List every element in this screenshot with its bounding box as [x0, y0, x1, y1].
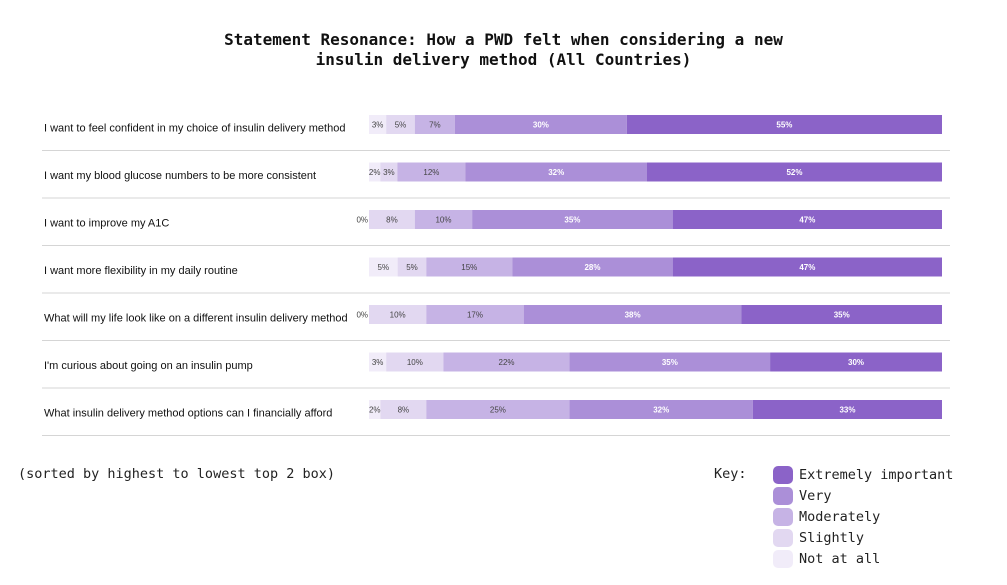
bar-moderately — [426, 305, 524, 324]
data-label: 3% — [383, 168, 395, 177]
bar-very — [465, 162, 647, 182]
bar-not-at-all — [369, 352, 387, 372]
data-label: 33% — [839, 406, 855, 415]
data-label: 47% — [799, 216, 815, 225]
bar-moderately — [397, 162, 466, 182]
bar-slightly — [386, 352, 444, 372]
data-label: 10% — [390, 311, 406, 320]
bar-very — [569, 352, 771, 372]
bar-very — [569, 400, 753, 419]
data-label: 52% — [786, 168, 802, 177]
data-label: 30% — [533, 121, 549, 130]
bar-not-at-all — [369, 400, 381, 419]
data-label: 5% — [395, 121, 407, 130]
data-label: 30% — [848, 358, 864, 367]
bar-very — [472, 210, 673, 229]
row-label: I want to feel confident in my choice of… — [44, 123, 345, 135]
legend-swatch — [773, 528, 793, 547]
legend-label: Slightly — [799, 529, 865, 546]
data-label: 17% — [467, 311, 483, 320]
bar-slightly — [380, 162, 398, 182]
data-label: 15% — [461, 263, 477, 272]
legend-item: Very — [773, 485, 953, 506]
bar-slightly — [369, 210, 415, 229]
bar-very — [454, 115, 627, 134]
bar-not-at-all — [369, 162, 381, 182]
row-label: I want to improve my A1C — [44, 218, 169, 230]
row-label: I want more flexibility in my daily rout… — [44, 265, 238, 277]
data-label: 2% — [369, 168, 381, 177]
data-label: 38% — [625, 311, 641, 320]
data-label: 55% — [776, 121, 792, 130]
bar-extremely-important — [752, 400, 942, 419]
bar-not-at-all — [369, 115, 387, 134]
row-label: What will my life look like on a differe… — [44, 313, 348, 325]
data-label: 32% — [548, 168, 564, 177]
data-label: 3% — [372, 358, 384, 367]
legend: Extremely important Very Moderately Slightl… — [773, 464, 953, 569]
legend-item: Moderately — [773, 506, 953, 527]
bar-moderately — [426, 400, 570, 419]
bar-moderately — [414, 210, 473, 229]
data-label: 0% — [356, 311, 368, 320]
bar-slightly — [397, 257, 427, 277]
data-label: 35% — [662, 358, 678, 367]
bar-extremely-important — [672, 210, 942, 229]
legend-label: Extremely important — [799, 466, 954, 483]
chart-title: Statement Resonance: How a PWD felt when… — [0, 30, 1007, 70]
data-label: 35% — [834, 311, 850, 320]
legend-swatch — [773, 465, 793, 484]
legend-swatch — [773, 507, 793, 526]
bar-moderately — [426, 257, 513, 277]
data-label: 3% — [372, 121, 384, 130]
bar-moderately — [443, 352, 570, 372]
data-label: 32% — [653, 406, 669, 415]
bar-slightly — [380, 400, 427, 419]
data-label: 5% — [378, 263, 390, 272]
data-label: 5% — [406, 263, 418, 272]
data-label: 22% — [499, 358, 515, 367]
bar-slightly — [386, 115, 415, 134]
bar-not-at-all — [369, 257, 398, 277]
data-label: 0% — [356, 216, 368, 225]
bar-extremely-important — [770, 352, 942, 372]
data-label: 25% — [490, 406, 506, 415]
data-label: 8% — [386, 216, 398, 225]
data-label: 2% — [369, 406, 381, 415]
legend-label: Not at all — [799, 550, 881, 567]
bar-moderately — [414, 115, 455, 134]
chart-title-line-2: insulin delivery method (All Countries) — [315, 50, 692, 69]
data-label: 12% — [423, 168, 439, 177]
bar-extremely-important — [741, 305, 942, 324]
bar-extremely-important — [626, 115, 942, 134]
data-label: 28% — [584, 263, 600, 272]
data-label: 8% — [398, 406, 410, 415]
data-label: 47% — [799, 263, 815, 272]
sort-note: (sorted by highest to lowest top 2 box) — [18, 466, 335, 482]
legend-swatch — [773, 486, 793, 505]
legend-label: Very — [799, 487, 832, 504]
row-label: I'm curious about going on an insulin pu… — [44, 360, 253, 372]
row-label: I want my blood glucose numbers to be mo… — [44, 170, 316, 182]
chart-title-line-1: Statement Resonance: How a PWD felt when… — [224, 30, 783, 49]
legend-item: Extremely important — [773, 464, 953, 485]
legend-swatch — [773, 549, 793, 568]
data-label: 35% — [564, 216, 580, 225]
bar-very — [523, 305, 742, 324]
bar-extremely-important — [646, 162, 942, 182]
legend-label: Moderately — [799, 508, 881, 525]
data-label: 7% — [429, 121, 441, 130]
bar-very — [512, 257, 673, 277]
bar-extremely-important — [672, 257, 942, 277]
bar-slightly — [369, 305, 427, 324]
legend-item: Slightly — [773, 527, 953, 548]
data-label: 10% — [407, 358, 423, 367]
data-label: 10% — [435, 216, 451, 225]
legend-item: Not at all — [773, 548, 953, 569]
row-label: What insulin delivery method options can… — [44, 408, 332, 420]
legend-title: Key: — [714, 466, 747, 482]
